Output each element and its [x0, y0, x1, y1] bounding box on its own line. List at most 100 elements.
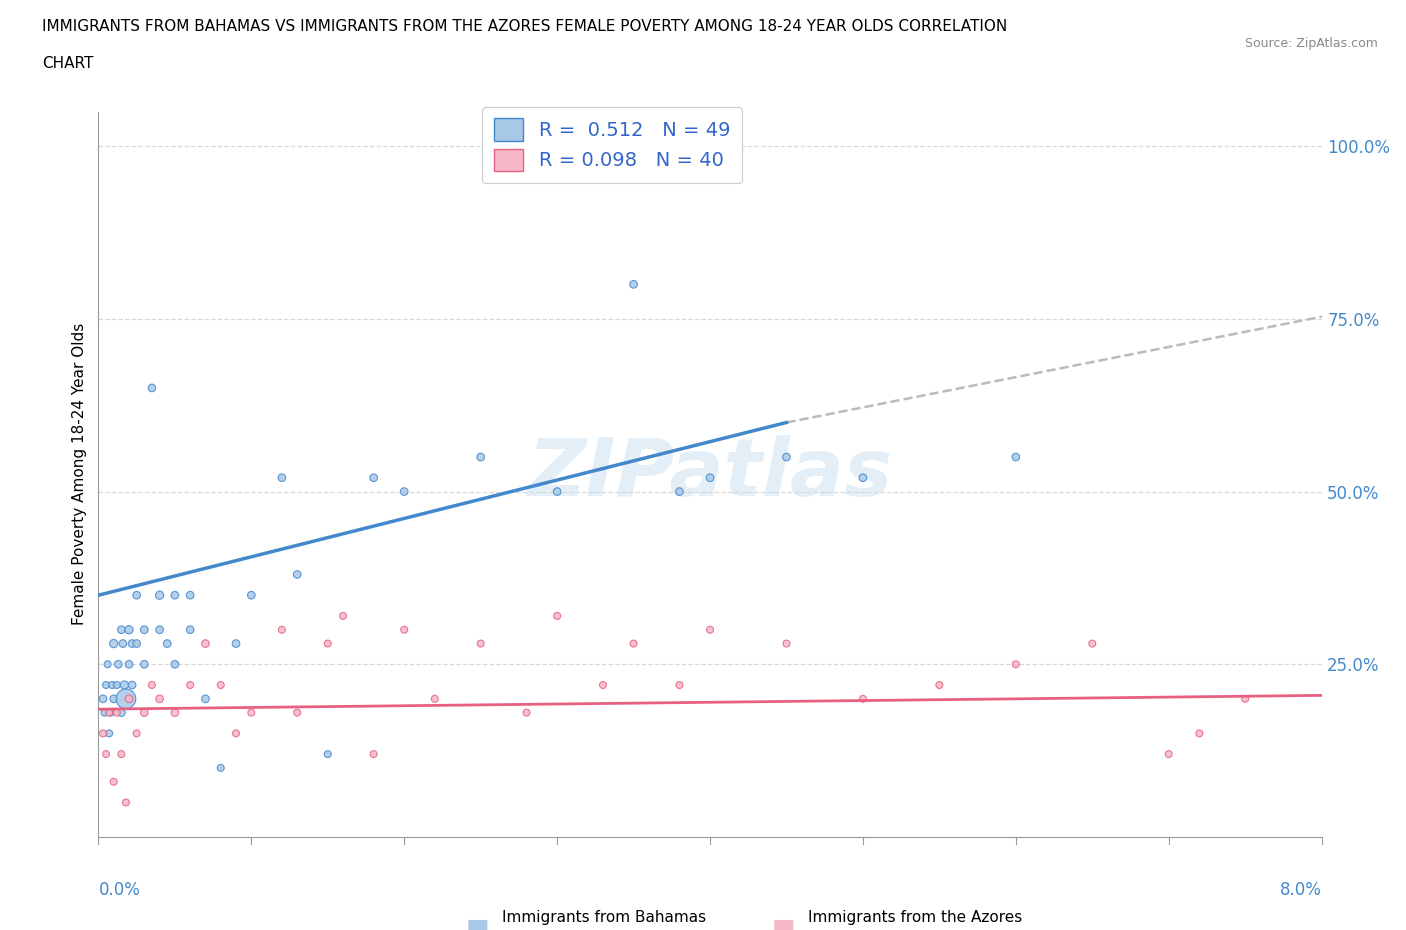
Point	[149, 588, 172, 603]
Point	[97, 657, 120, 671]
Point	[121, 678, 143, 693]
Point	[1004, 449, 1026, 464]
Point	[270, 622, 294, 637]
Point	[775, 449, 797, 464]
Text: ■: ■	[772, 917, 796, 930]
Point	[110, 747, 132, 762]
Point	[179, 588, 201, 603]
Point	[107, 657, 129, 671]
Point	[105, 678, 128, 693]
Y-axis label: Female Poverty Among 18-24 Year Olds: Female Poverty Among 18-24 Year Olds	[72, 324, 87, 626]
Text: 8.0%: 8.0%	[1279, 881, 1322, 898]
Point	[118, 657, 141, 671]
Point	[623, 277, 645, 292]
Point	[1188, 726, 1211, 741]
Point	[1081, 636, 1104, 651]
Point	[103, 775, 125, 790]
Legend: R =  0.512   N = 49, R = 0.098   N = 40: R = 0.512 N = 49, R = 0.098 N = 40	[482, 107, 742, 183]
Point	[209, 678, 232, 693]
Point	[125, 636, 148, 651]
Point	[91, 691, 114, 706]
Point	[363, 747, 385, 762]
Point	[240, 588, 263, 603]
Point	[156, 636, 179, 651]
Point	[392, 485, 416, 499]
Point	[194, 691, 217, 706]
Point	[110, 705, 132, 720]
Point	[100, 705, 122, 720]
Point	[699, 622, 721, 637]
Point	[225, 636, 247, 651]
Point	[141, 380, 163, 395]
Point	[93, 705, 115, 720]
Text: Immigrants from Bahamas: Immigrants from Bahamas	[502, 910, 706, 924]
Point	[592, 678, 614, 693]
Point	[118, 691, 141, 706]
Point	[163, 657, 186, 671]
Point	[363, 471, 385, 485]
Point	[163, 588, 186, 603]
Point	[699, 471, 721, 485]
Point	[316, 747, 339, 762]
Point	[852, 471, 875, 485]
Point	[134, 622, 156, 637]
Point	[332, 608, 354, 623]
Point	[105, 705, 128, 720]
Point	[94, 678, 117, 693]
Text: Source: ZipAtlas.com: Source: ZipAtlas.com	[1244, 37, 1378, 50]
Point	[94, 747, 117, 762]
Point	[209, 761, 232, 776]
Point	[141, 678, 163, 693]
Point	[546, 608, 568, 623]
Point	[225, 726, 247, 741]
Point	[852, 691, 875, 706]
Point	[194, 636, 217, 651]
Text: IMMIGRANTS FROM BAHAMAS VS IMMIGRANTS FROM THE AZORES FEMALE POVERTY AMONG 18-24: IMMIGRANTS FROM BAHAMAS VS IMMIGRANTS FR…	[42, 19, 1008, 33]
Point	[470, 636, 492, 651]
Point	[98, 726, 121, 741]
Point	[470, 449, 492, 464]
Point	[163, 705, 186, 720]
Point	[118, 622, 141, 637]
Point	[149, 622, 172, 637]
Text: Immigrants from the Azores: Immigrants from the Azores	[808, 910, 1022, 924]
Point	[285, 705, 308, 720]
Text: ■: ■	[467, 917, 489, 930]
Point	[668, 678, 690, 693]
Point	[928, 678, 950, 693]
Point	[316, 636, 339, 651]
Point	[270, 471, 294, 485]
Point	[98, 705, 121, 720]
Point	[121, 636, 143, 651]
Point	[101, 678, 124, 693]
Point	[91, 726, 114, 741]
Point	[125, 588, 148, 603]
Point	[623, 636, 645, 651]
Point	[125, 726, 148, 741]
Point	[423, 691, 446, 706]
Point	[112, 678, 135, 693]
Point	[134, 657, 156, 671]
Point	[546, 485, 568, 499]
Point	[115, 691, 138, 706]
Point	[115, 795, 138, 810]
Point	[516, 705, 538, 720]
Point	[1157, 747, 1180, 762]
Point	[103, 691, 125, 706]
Point	[392, 622, 416, 637]
Point	[111, 636, 134, 651]
Point	[103, 636, 125, 651]
Text: ZIPatlas: ZIPatlas	[527, 435, 893, 513]
Point	[1234, 691, 1257, 706]
Point	[179, 678, 201, 693]
Point	[134, 705, 156, 720]
Point	[775, 636, 797, 651]
Point	[240, 705, 263, 720]
Point	[668, 485, 690, 499]
Point	[285, 567, 308, 582]
Point	[149, 691, 172, 706]
Point	[1004, 657, 1026, 671]
Point	[179, 622, 201, 637]
Text: 0.0%: 0.0%	[98, 881, 141, 898]
Text: CHART: CHART	[42, 56, 94, 71]
